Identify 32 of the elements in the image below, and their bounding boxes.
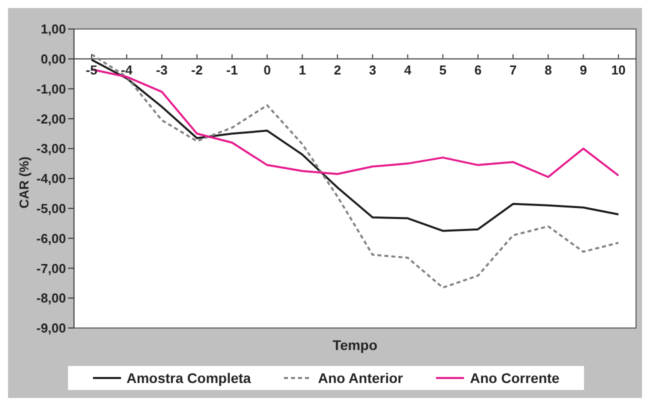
y-tick-label: -2,00 <box>36 111 66 126</box>
y-tick-label: 1,00 <box>40 22 66 37</box>
y-axis-title: CAR (%) <box>16 156 32 208</box>
y-tick-label: -5,00 <box>36 201 66 216</box>
x-tick-label: 9 <box>580 62 587 78</box>
x-tick-label: -2 <box>191 62 203 78</box>
x-tick-label: 4 <box>404 62 412 78</box>
y-tick-label: -6,00 <box>36 230 66 246</box>
y-tick-label: -7,00 <box>36 260 66 276</box>
x-tick-label: 8 <box>544 62 552 78</box>
x-tick-label: 5 <box>439 62 446 78</box>
x-tick-label: -5 <box>86 62 98 78</box>
x-tick-label: -3 <box>156 62 168 78</box>
x-tick-label: 6 <box>474 62 482 78</box>
x-tick-label: -4 <box>120 62 134 78</box>
x-tick-label: 7 <box>509 62 517 78</box>
y-tick-label: -3,00 <box>36 141 66 156</box>
x-tick-label: 2 <box>334 62 342 78</box>
x-tick-label: 0 <box>264 62 271 78</box>
x-tick-label: -1 <box>226 62 238 78</box>
legend-label: Amostra Completa <box>126 370 251 386</box>
x-tick-label: 10 <box>611 62 626 78</box>
y-tick-label: -4,00 <box>36 171 66 186</box>
legend-label: Ano Anterior <box>318 370 404 386</box>
x-tick-label: 1 <box>298 62 306 78</box>
x-axis-title: Tempo <box>332 336 378 353</box>
x-tick-label: 3 <box>368 62 376 78</box>
y-tick-label: -1,00 <box>36 81 66 96</box>
y-tick-label: -8,00 <box>36 290 66 306</box>
legend-label: Ano Corrente <box>470 370 560 386</box>
y-tick-label: -9,00 <box>36 320 66 336</box>
y-tick-label: 0,00 <box>40 52 66 67</box>
